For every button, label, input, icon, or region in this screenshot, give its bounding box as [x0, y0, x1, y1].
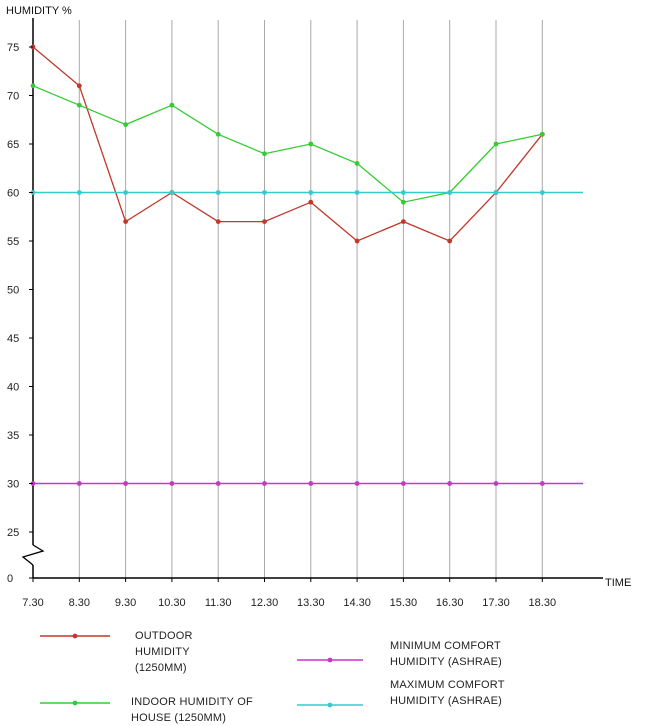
y-tick-label: 65	[7, 139, 19, 151]
legend-swatch-marker	[72, 700, 78, 706]
legend: OUTDOOR HUMIDITY (1250MM) INDOOR HUMIDITY O…	[40, 630, 505, 724]
x-tick-label: 17.30	[482, 597, 510, 609]
data-point	[354, 161, 360, 166]
data-point	[169, 190, 175, 195]
data-point	[401, 199, 406, 205]
data-point	[354, 190, 360, 195]
data-point	[123, 219, 128, 225]
x-axis-title: TIME	[605, 577, 631, 589]
data-point	[76, 83, 82, 89]
data-point	[354, 481, 360, 486]
x-tick-label: 12.30	[251, 597, 279, 609]
data-point	[493, 481, 499, 486]
y-tick-label: 40	[7, 382, 19, 394]
y-tick-label: 75	[7, 42, 19, 54]
data-point	[308, 190, 314, 195]
data-point	[30, 83, 36, 89]
x-tick-label: 11.30	[205, 597, 232, 609]
series-3	[30, 190, 583, 195]
series-2	[30, 481, 583, 486]
ticks-layer: 0 25 30 35 40 45 50 55 60 65 70 75 7.30 8.30 9.30 10.30…	[7, 42, 556, 609]
legend-label: OUTDOOR	[135, 630, 193, 642]
data-point	[215, 219, 221, 225]
y-tick-label: 45	[7, 333, 19, 345]
y-tick-label: 55	[7, 236, 19, 248]
data-point	[493, 141, 499, 147]
data-point	[401, 219, 406, 225]
legend-swatch-marker	[72, 633, 78, 639]
x-tick-label: 10.30	[158, 597, 186, 609]
y-tick-label: 25	[7, 527, 19, 539]
y-axis-title: HUMIDITY %	[6, 5, 72, 17]
legend-label: INDOOR HUMIDITY OF	[131, 696, 253, 708]
data-point	[123, 481, 128, 486]
legend-item-1: INDOOR HUMIDITY OF HOUSE (1250MM)	[40, 696, 253, 724]
x-tick-label: 9.30	[115, 597, 136, 609]
legend-swatch-marker	[327, 702, 333, 708]
data-point	[539, 131, 545, 137]
data-point	[76, 190, 82, 195]
x-tick-label: 7.30	[22, 597, 43, 609]
data-point	[123, 122, 128, 127]
series-line	[32, 85, 543, 203]
data-point	[447, 481, 453, 486]
data-point	[354, 238, 360, 244]
x-tick-label: 15.30	[390, 597, 418, 609]
data-point	[262, 190, 267, 195]
legend-label: MINIMUM COMFORT	[390, 640, 501, 652]
data-point	[401, 481, 406, 486]
axis-break-mark	[21, 544, 45, 566]
x-tick-label: 14.30	[343, 597, 371, 609]
y-tick-label: 35	[7, 430, 19, 442]
data-point	[215, 481, 221, 486]
y-tick-label: 50	[7, 285, 19, 297]
series-0	[30, 44, 545, 244]
y-tick-label: 60	[7, 188, 19, 200]
data-point	[169, 102, 175, 108]
legend-swatch-marker	[327, 657, 333, 663]
legend-label: MAXIMUM COMFORT	[390, 679, 505, 691]
data-point	[262, 151, 267, 157]
data-point	[262, 219, 267, 225]
x-tick-label: 18.30	[529, 597, 557, 609]
data-point	[76, 102, 82, 108]
data-point	[215, 190, 221, 195]
data-point	[539, 481, 545, 486]
y-tick-label: 0	[7, 573, 13, 585]
data-point	[76, 481, 82, 486]
legend-item-2: MINIMUM COMFORT HUMIDITY (ASHRAE)	[297, 640, 502, 668]
legend-label: HUMIDITY (ASHRAE)	[390, 695, 502, 707]
x-tick-label: 16.30	[436, 597, 464, 609]
data-point	[169, 481, 175, 486]
legend-label: HUMIDITY (ASHRAE)	[390, 656, 502, 668]
legend-label: (1250MM)	[135, 662, 187, 674]
grid-layer	[78, 20, 543, 578]
y-tick-label: 70	[7, 91, 19, 103]
legend-item-3: MAXIMUM COMFORT HUMIDITY (ASHRAE)	[297, 679, 505, 708]
x-tick-label: 13.30	[297, 597, 325, 609]
series-line	[32, 46, 543, 242]
axes-layer	[21, 18, 603, 579]
data-point	[401, 190, 406, 195]
y-tick-label: 30	[7, 479, 19, 491]
legend-item-0: OUTDOOR HUMIDITY (1250MM)	[40, 630, 193, 674]
data-point	[308, 199, 314, 205]
data-point	[447, 190, 453, 195]
legend-label: HUMIDITY	[135, 646, 190, 658]
data-point	[123, 190, 128, 195]
x-tick-label: 8.30	[69, 597, 90, 609]
data-point	[447, 238, 453, 244]
data-point	[262, 481, 267, 486]
data-point	[308, 141, 314, 147]
legend-label: HOUSE (1250MM)	[131, 712, 226, 724]
data-point	[308, 481, 314, 486]
data-point	[493, 190, 499, 195]
data-point	[539, 190, 545, 195]
data-point	[215, 131, 221, 137]
series-1	[30, 83, 545, 205]
series-layer	[30, 44, 583, 486]
